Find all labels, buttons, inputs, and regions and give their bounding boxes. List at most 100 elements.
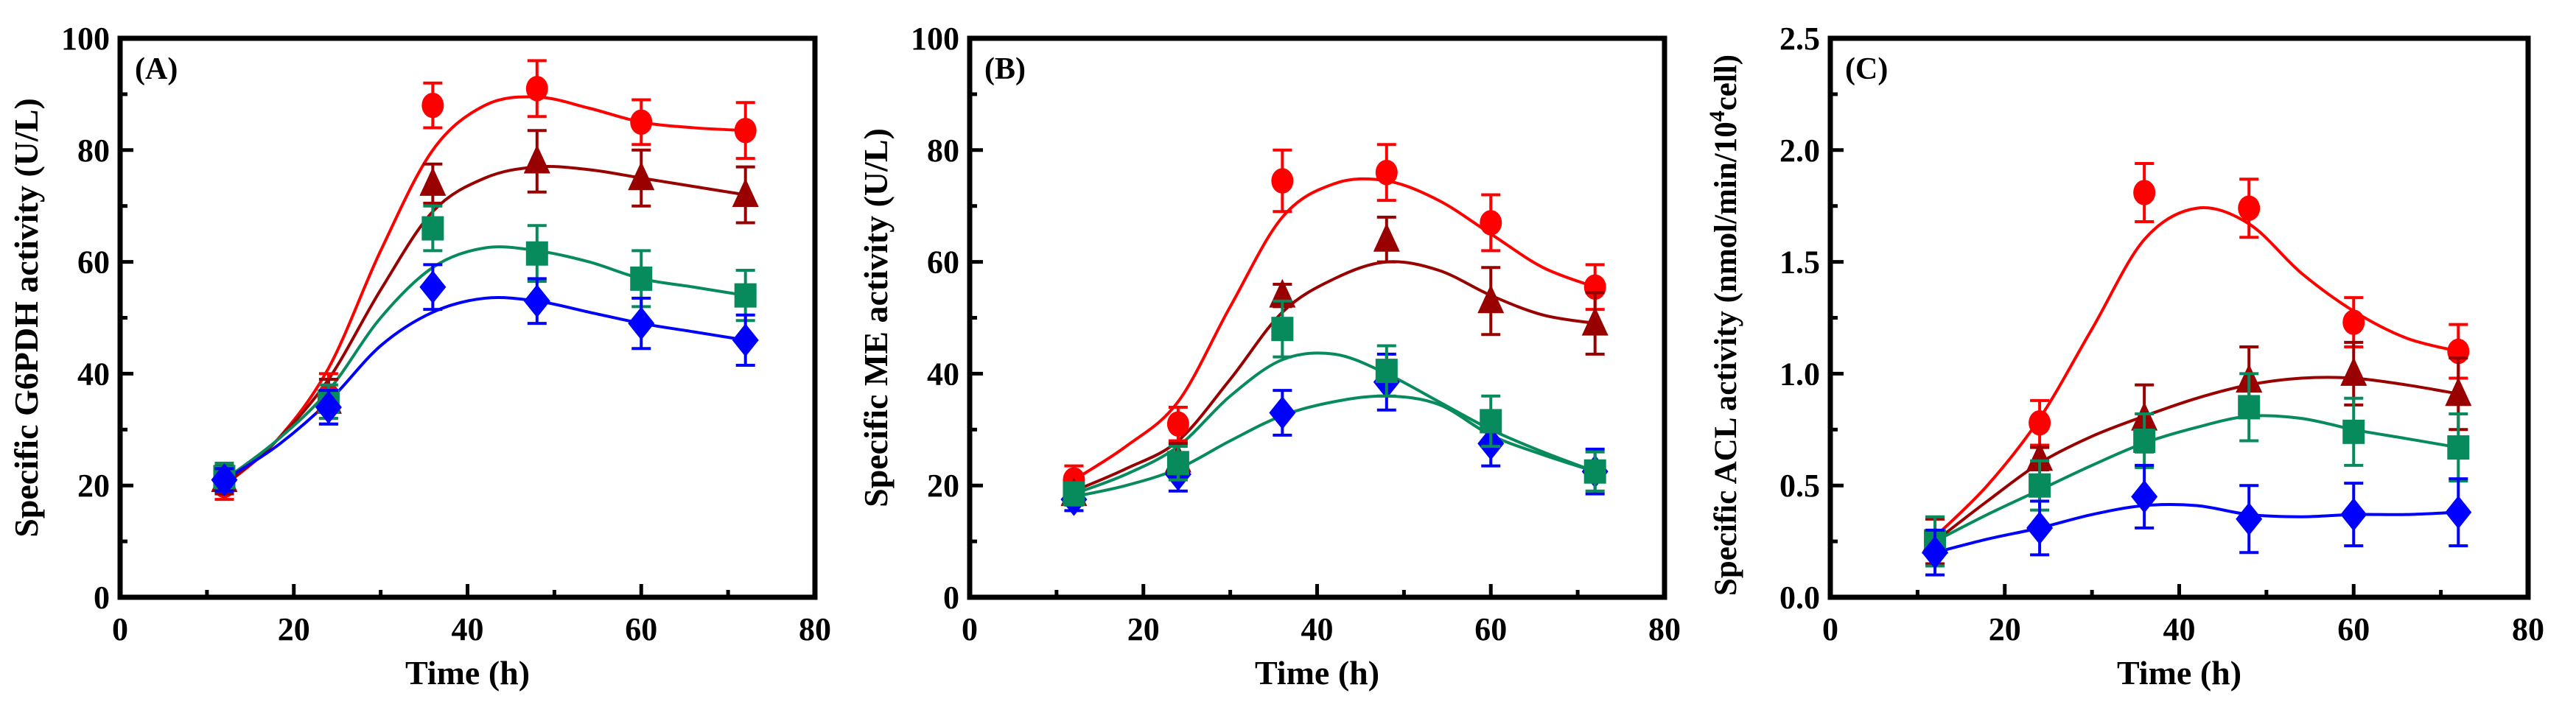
x-tick-label: 20 (1127, 611, 1160, 647)
circle-marker (421, 92, 444, 119)
circle-marker (2342, 309, 2365, 335)
x-tick-label: 80 (2512, 611, 2544, 647)
triangle-marker (1581, 306, 1609, 336)
chart-panel-c: 0 20 40 60 80 0.0 0.5 1.0 1.5 2.0 2.5 Time (h) Speci… (1705, 21, 2544, 692)
x-tick-label: 40 (1301, 611, 1334, 647)
y-tick-label: 1.0 (1779, 356, 1820, 392)
x-tick-label: 40 (2163, 611, 2196, 647)
triangle-marker (2340, 356, 2367, 386)
y-axis-label-end: cell) (1709, 54, 1743, 110)
y-tick-label: 20 (77, 468, 110, 504)
x-tick-label: 60 (1474, 611, 1507, 647)
square-marker (630, 266, 653, 291)
data-series-diamond (211, 263, 759, 497)
data-series-circle (1063, 143, 1606, 496)
data-series-triangle (1922, 340, 2472, 566)
y-axis-label: Specific ACL activity (nmol/min/104cell) (1705, 54, 1743, 596)
plot-frame (117, 35, 818, 600)
panel-label: (A) (135, 52, 178, 86)
diamond-marker (1922, 535, 1949, 569)
circle-marker (630, 109, 653, 136)
fit-curve-series-1 (1933, 376, 2459, 543)
diamond-marker (419, 270, 447, 304)
x-axis-label: Time (h) (2117, 654, 2241, 692)
square-marker (1583, 459, 1606, 484)
y-axis-label-text: Specific ME activity (U/L) (857, 128, 895, 507)
fit-curve-series-2 (1934, 414, 2459, 543)
square-marker (2029, 473, 2051, 498)
y-tick-label: 0 (94, 580, 110, 616)
x-tick-label: 0 (112, 611, 128, 647)
fit-curve-series-3 (223, 296, 746, 482)
circle-marker (2029, 409, 2051, 436)
y-tick-label: 2.5 (1779, 21, 1820, 57)
y-tick-label: 60 (77, 245, 110, 281)
diamond-marker (211, 463, 238, 497)
diamond-marker (2236, 502, 2263, 536)
y-tick-label: 60 (927, 245, 959, 281)
triangle-marker (1373, 222, 1400, 252)
circle-marker (2133, 180, 2156, 205)
triangle-marker (523, 144, 550, 174)
fit-curve-series-3 (1073, 351, 1596, 496)
x-tick-label: 0 (1822, 611, 1838, 647)
diamond-marker (628, 306, 655, 340)
diamond-marker (315, 390, 342, 424)
y-axis-label-text: Specific G6PDH activity (U/L) (7, 98, 45, 538)
chart-panel-a: 0 20 40 60 80 0 20 40 60 80 100 Time (h) Specific G6… (7, 21, 831, 692)
x-tick-label: 60 (2337, 611, 2370, 647)
data-series-diamond (1922, 463, 2472, 577)
x-axis-label: Time (h) (1255, 654, 1379, 692)
diamond-marker (2445, 496, 2472, 530)
square-marker (1166, 451, 1189, 476)
triangle-marker (419, 166, 447, 196)
triangle-marker (2026, 442, 2054, 471)
circle-marker (1375, 159, 1398, 186)
fit-curve-series-0 (1073, 177, 1596, 482)
x-tick-label: 20 (1989, 611, 2021, 647)
x-axis-label: Time (h) (405, 654, 530, 692)
triangle-marker (2445, 377, 2472, 407)
square-marker (1480, 409, 1502, 434)
y-tick-label: 20 (927, 468, 959, 504)
diamond-marker (1269, 396, 1296, 430)
x-tick-label: 60 (625, 611, 657, 647)
fit-curve-series-3 (1934, 503, 2459, 555)
y-axis-label: Specific ME activity (U/L) (857, 128, 895, 507)
data-series-square (1924, 372, 2470, 568)
square-marker (525, 241, 548, 266)
diamond-marker (732, 323, 759, 357)
diamond-marker (2026, 511, 2054, 545)
y-axis-label-text: Specific ACL activity (nmol/min/10 (1709, 122, 1743, 596)
y-tick-label: 40 (927, 356, 959, 392)
data-series-circle (1924, 162, 2470, 566)
x-tick-label: 80 (1648, 611, 1681, 647)
chart-panel-b: 0 20 40 60 80 0 20 40 60 80 100 Time (h) Specific ME… (857, 21, 1681, 692)
y-tick-label: 0.0 (1779, 580, 1820, 616)
panel-label: (B) (984, 52, 1026, 86)
triangle-marker (732, 178, 759, 208)
y-tick-label: 1.5 (1779, 245, 1820, 281)
triangle-marker (628, 161, 655, 191)
x-tick-label: 80 (799, 611, 831, 647)
square-marker (2342, 419, 2365, 444)
y-tick-label: 0 (943, 580, 959, 616)
y-tick-label: 100 (61, 21, 110, 57)
y-tick-label: 2.0 (1779, 133, 1820, 169)
square-marker (421, 216, 444, 241)
circle-marker (1166, 411, 1189, 437)
plot-frame (1827, 35, 2531, 600)
fit-curve-series-1 (223, 164, 746, 487)
diamond-marker (523, 284, 550, 318)
y-tick-label: 80 (927, 133, 959, 169)
y-tick-label: 40 (77, 356, 110, 392)
square-marker (2133, 428, 2156, 453)
fit-curve-series-1 (1073, 260, 1596, 493)
circle-marker (1480, 210, 1502, 236)
y-axis-label: Specific G6PDH activity (U/L) (7, 98, 45, 538)
square-marker (1063, 482, 1085, 507)
circle-marker (1271, 168, 1294, 194)
plot-frame (967, 35, 1667, 600)
